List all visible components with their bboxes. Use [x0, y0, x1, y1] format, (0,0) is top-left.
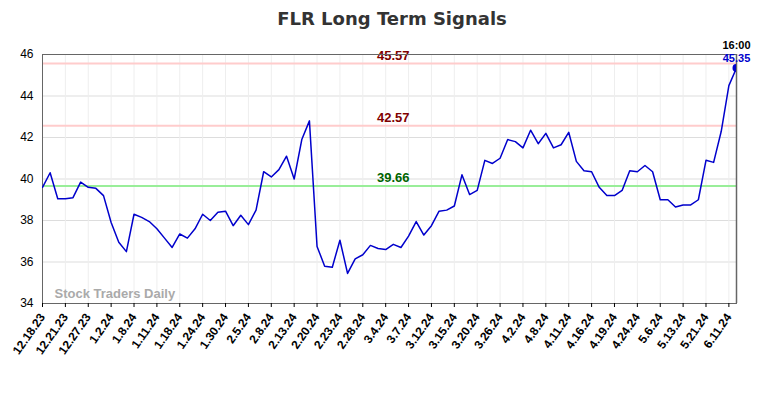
svg-text:3.26.24: 3.26.24	[471, 310, 506, 351]
svg-text:2.20.24: 2.20.24	[288, 310, 323, 352]
svg-text:3.12.24: 3.12.24	[402, 310, 437, 352]
svg-text:1.18.24: 1.18.24	[150, 310, 186, 352]
svg-text:12.27.23: 12.27.23	[55, 310, 94, 357]
svg-text:5.6.24: 5.6.24	[635, 310, 666, 347]
svg-text:42: 42	[20, 130, 34, 144]
svg-text:1.24.24: 1.24.24	[173, 310, 209, 352]
svg-text:5.13.24: 5.13.24	[654, 310, 689, 352]
svg-text:6.11.24: 6.11.24	[700, 310, 734, 351]
svg-text:2.5.24: 2.5.24	[223, 310, 254, 347]
svg-text:2.13.24: 2.13.24	[265, 310, 300, 352]
svg-text:1.11.24: 1.11.24	[128, 310, 163, 351]
svg-text:38: 38	[20, 213, 34, 227]
svg-text:Stock Traders Daily: Stock Traders Daily	[55, 286, 176, 301]
svg-text:1.8.24: 1.8.24	[109, 310, 140, 347]
svg-text:39.66: 39.66	[377, 170, 410, 185]
svg-text:12.21.23: 12.21.23	[32, 310, 71, 357]
svg-text:34: 34	[20, 296, 34, 310]
svg-text:3.7.24: 3.7.24	[383, 310, 415, 347]
svg-text:2.23.24: 2.23.24	[311, 310, 346, 352]
svg-text:4.24.24: 4.24.24	[609, 310, 644, 351]
svg-text:2.8.24: 2.8.24	[246, 310, 277, 347]
svg-text:1.30.24: 1.30.24	[197, 310, 232, 351]
svg-text:36: 36	[20, 255, 34, 269]
svg-text:5.21.24: 5.21.24	[677, 310, 712, 352]
svg-text:42.57: 42.57	[377, 110, 410, 125]
svg-text:4.2.24: 4.2.24	[498, 310, 529, 347]
svg-text:3.15.24: 3.15.24	[425, 310, 460, 352]
svg-text:4.11.24: 4.11.24	[540, 310, 575, 351]
svg-text:45.57: 45.57	[377, 48, 410, 63]
svg-text:3.20.24: 3.20.24	[448, 310, 483, 352]
svg-text:4.16.24: 4.16.24	[562, 310, 598, 352]
svg-text:4.19.24: 4.19.24	[585, 310, 621, 352]
svg-text:40: 40	[20, 172, 34, 186]
svg-text:45.35: 45.35	[723, 52, 751, 64]
svg-text:2.28.24: 2.28.24	[334, 310, 369, 351]
svg-text:46: 46	[20, 47, 34, 61]
svg-text:3.4.24: 3.4.24	[360, 310, 392, 347]
svg-text:44: 44	[20, 89, 34, 103]
svg-text:4.8.24: 4.8.24	[520, 310, 552, 347]
svg-text:16:00: 16:00	[722, 39, 750, 51]
svg-text:12.18.23: 12.18.23	[9, 310, 49, 357]
svg-text:1.2.24: 1.2.24	[86, 310, 117, 347]
html-text:FLR Long Term Signals: FLR Long Term Signals	[277, 8, 507, 29]
